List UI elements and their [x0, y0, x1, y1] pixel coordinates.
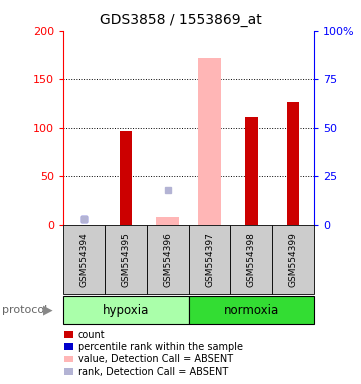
- Text: GSM554397: GSM554397: [205, 232, 214, 286]
- Text: GSM554394: GSM554394: [79, 232, 88, 286]
- Bar: [64, 343, 73, 350]
- Bar: [287, 103, 299, 225]
- Bar: [156, 217, 179, 225]
- Text: GSM554396: GSM554396: [163, 232, 172, 286]
- Text: percentile rank within the sample: percentile rank within the sample: [78, 342, 243, 352]
- Bar: [272, 225, 314, 294]
- Text: value, Detection Call = ABSENT: value, Detection Call = ABSENT: [78, 354, 233, 364]
- Bar: [64, 331, 73, 338]
- Text: rank, Detection Call = ABSENT: rank, Detection Call = ABSENT: [78, 367, 228, 377]
- Bar: [188, 296, 314, 324]
- Bar: [63, 225, 105, 294]
- Bar: [188, 225, 230, 294]
- Bar: [105, 225, 147, 294]
- Bar: [64, 356, 73, 362]
- Text: GDS3858 / 1553869_at: GDS3858 / 1553869_at: [100, 13, 261, 27]
- Bar: [230, 225, 272, 294]
- Text: GSM554399: GSM554399: [289, 232, 298, 286]
- Text: count: count: [78, 330, 105, 340]
- Text: hypoxia: hypoxia: [103, 304, 149, 316]
- Bar: [63, 296, 188, 324]
- Bar: [245, 117, 258, 225]
- Text: GSM554398: GSM554398: [247, 232, 256, 286]
- Text: GSM554395: GSM554395: [121, 232, 130, 286]
- Text: normoxia: normoxia: [224, 304, 279, 316]
- Bar: [198, 58, 221, 225]
- Text: ▶: ▶: [43, 304, 52, 317]
- Bar: [119, 131, 132, 225]
- Bar: [147, 225, 188, 294]
- Text: protocol: protocol: [2, 305, 47, 315]
- Bar: [64, 368, 73, 375]
